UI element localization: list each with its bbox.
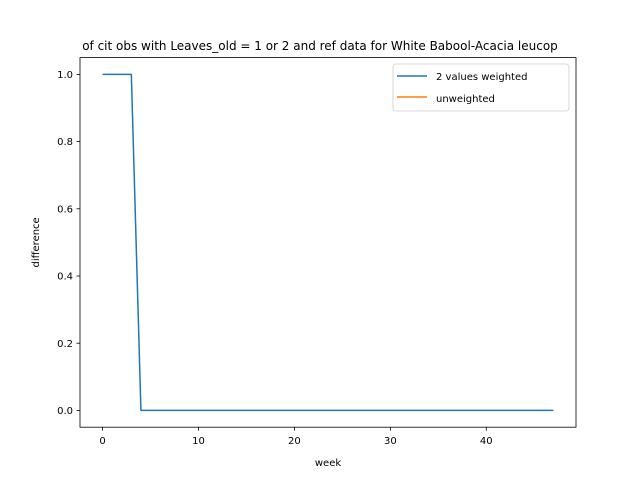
x-tick-label: 20 — [288, 436, 301, 447]
legend: 2 values weighted unweighted — [392, 63, 570, 112]
y-axis-label: difference — [31, 217, 42, 267]
y-tick-label: 0.4 — [57, 272, 73, 283]
y-tick-label: 0.0 — [57, 406, 73, 417]
x-tick-label: 30 — [384, 436, 397, 447]
series-line-1 — [102, 73, 554, 412]
y-axis-ticks: 0.0 0.2 0.4 0.6 0.8 1.0 — [57, 70, 80, 417]
axes-frame — [79, 57, 577, 428]
chart-title: of cit obs with Leaves_old = 1 or 2 and … — [82, 39, 558, 53]
legend-label-series-2: unweighted — [436, 94, 495, 105]
x-tick-label: 10 — [192, 436, 205, 447]
x-tick-label: 0 — [99, 436, 105, 447]
legend-frame — [392, 63, 570, 112]
y-tick-label: 0.8 — [57, 137, 73, 148]
plot-area — [79, 57, 577, 428]
y-tick-label: 0.2 — [57, 339, 73, 350]
x-axis-label: week — [315, 458, 341, 469]
y-tick-label: 0.6 — [57, 204, 73, 215]
legend-label-series-1: 2 values weighted — [436, 72, 527, 83]
y-tick-label: 1.0 — [57, 70, 73, 81]
x-tick-label: 40 — [480, 436, 493, 447]
series-layer — [102, 73, 554, 412]
x-axis-ticks: 0 10 20 30 40 — [99, 427, 493, 447]
